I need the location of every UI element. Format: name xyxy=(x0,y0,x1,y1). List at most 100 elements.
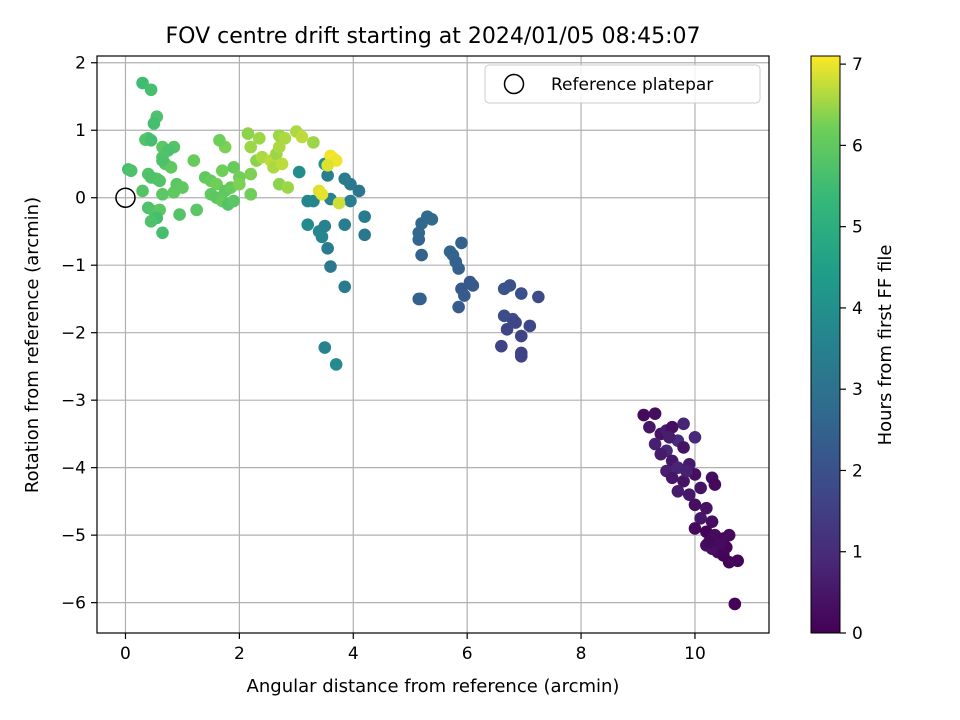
data-point xyxy=(702,535,716,549)
data-point xyxy=(497,309,511,323)
data-point xyxy=(295,130,309,144)
data-point xyxy=(412,226,426,240)
y-tick-label: −2 xyxy=(61,324,86,344)
data-point xyxy=(233,177,246,191)
data-point xyxy=(321,169,334,182)
colorbar-tick-label: 2 xyxy=(852,461,863,481)
data-point xyxy=(688,498,702,512)
colorbar-tick-label: 5 xyxy=(852,218,863,238)
data-point xyxy=(153,174,166,188)
y-tick-label: 1 xyxy=(75,121,86,141)
reference-platepar-marker xyxy=(115,187,136,208)
data-point xyxy=(671,484,685,498)
data-point xyxy=(227,194,240,208)
data-points xyxy=(122,76,744,611)
y-tick-label: −5 xyxy=(61,526,86,546)
legend-marker-icon xyxy=(503,73,525,95)
data-point xyxy=(509,316,522,329)
reference-layer xyxy=(115,187,136,208)
data-point xyxy=(648,407,662,420)
x-tick-label: 4 xyxy=(348,644,359,664)
data-point xyxy=(324,260,337,273)
data-point xyxy=(455,236,468,250)
data-point xyxy=(307,136,320,149)
data-point xyxy=(677,474,690,488)
data-point xyxy=(414,292,427,306)
data-point xyxy=(281,181,295,194)
data-point xyxy=(665,471,679,485)
data-point xyxy=(352,184,366,198)
colorbar: 0 1 2 3 4 5 6 7 Hours from first FF file xyxy=(810,55,896,644)
data-point xyxy=(663,430,676,444)
data-point xyxy=(318,219,332,233)
data-point xyxy=(514,350,528,363)
data-point xyxy=(321,159,334,172)
data-point xyxy=(449,255,463,269)
data-point xyxy=(688,430,702,444)
data-point xyxy=(452,300,465,314)
data-point xyxy=(307,194,320,208)
colorbar-tick-label: 1 xyxy=(852,543,863,563)
data-point xyxy=(514,287,528,300)
data-point xyxy=(682,488,696,501)
data-point xyxy=(694,511,707,525)
data-point xyxy=(458,289,471,302)
data-point xyxy=(321,242,334,255)
data-point xyxy=(144,134,158,147)
data-point xyxy=(338,280,352,294)
data-point xyxy=(714,536,727,550)
data-point xyxy=(244,140,258,154)
data-point xyxy=(532,290,545,304)
data-point xyxy=(514,329,528,343)
data-point xyxy=(253,132,266,145)
data-point xyxy=(680,464,693,478)
data-point xyxy=(338,218,352,232)
data-point xyxy=(700,501,713,515)
y-tick-label: −4 xyxy=(61,459,86,479)
data-point xyxy=(244,188,258,201)
data-point xyxy=(136,184,149,198)
data-point xyxy=(329,358,343,371)
y-axis-label: Rotation from reference (arcmin) xyxy=(22,197,43,493)
data-point xyxy=(495,339,508,353)
data-point xyxy=(210,177,223,191)
legend: Reference platepar xyxy=(484,64,761,104)
y-tick-label: −6 xyxy=(61,594,86,614)
data-point xyxy=(344,194,357,208)
data-point xyxy=(728,597,742,611)
chart-title: FOV centre drift starting at 2024/01/05 … xyxy=(166,24,701,49)
data-point xyxy=(187,154,201,167)
data-point xyxy=(301,218,315,232)
data-point xyxy=(643,420,656,434)
data-point xyxy=(215,164,229,178)
data-point xyxy=(173,208,186,221)
x-tick-label: 6 xyxy=(462,644,473,664)
data-point xyxy=(637,408,651,422)
data-point xyxy=(315,188,329,201)
data-point xyxy=(275,157,289,171)
y-tick-label: −3 xyxy=(61,391,86,411)
data-point xyxy=(677,417,690,431)
colorbar-tick-label: 0 xyxy=(852,624,863,644)
colorbar-label: Hours from first FF file xyxy=(875,245,896,446)
data-point xyxy=(688,522,702,535)
colorbar-ticks: 0 1 2 3 4 5 6 7 xyxy=(840,55,863,644)
y-tick-label: 2 xyxy=(75,54,86,74)
data-point xyxy=(190,203,203,217)
colorbar-tick-label: 4 xyxy=(852,299,863,319)
grid-lines xyxy=(97,56,769,633)
data-point xyxy=(318,341,332,354)
data-point xyxy=(358,228,371,242)
data-point xyxy=(694,481,707,495)
data-point xyxy=(147,117,161,130)
data-point xyxy=(648,437,662,451)
data-point xyxy=(708,478,722,491)
x-axis-label: Angular distance from reference (arcmin) xyxy=(247,676,620,697)
data-point xyxy=(124,164,138,178)
data-point xyxy=(665,420,679,434)
data-point xyxy=(731,554,744,568)
data-point xyxy=(497,282,511,296)
data-point xyxy=(722,528,736,542)
data-point xyxy=(227,161,240,174)
